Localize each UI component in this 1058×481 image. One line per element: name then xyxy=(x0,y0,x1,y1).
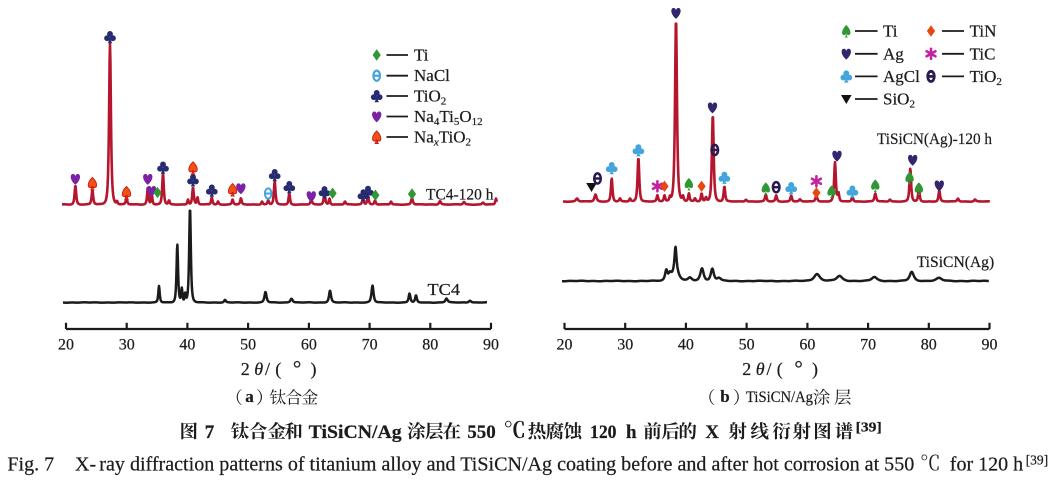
svg-text:TiC: TiC xyxy=(970,44,996,63)
svg-text:°: ° xyxy=(293,356,301,380)
svg-text:TiO2: TiO2 xyxy=(414,87,446,108)
svg-text:50: 50 xyxy=(240,337,256,354)
svg-text:TC4: TC4 xyxy=(428,280,461,299)
svg-text:90: 90 xyxy=(982,337,998,354)
svg-text:30: 30 xyxy=(119,337,135,354)
svg-text:90: 90 xyxy=(483,337,499,354)
svg-text:550: 550 xyxy=(467,422,496,443)
svg-text:Ti: Ti xyxy=(883,22,898,41)
svg-text:[39]: [39] xyxy=(856,420,882,435)
svg-text:TiSiCN(Ag)-120 h: TiSiCN(Ag)-120 h xyxy=(877,131,992,148)
svg-text:θ: θ xyxy=(756,359,765,379)
svg-text:Ti: Ti xyxy=(414,46,429,65)
svg-text:70: 70 xyxy=(362,337,378,354)
svg-text:80: 80 xyxy=(422,337,438,354)
svg-text:for 120 h: for 120 h xyxy=(950,453,1023,475)
svg-text:AgCl: AgCl xyxy=(883,67,920,86)
svg-text:(: ( xyxy=(777,359,783,380)
svg-text:80: 80 xyxy=(921,337,937,354)
svg-text:20: 20 xyxy=(58,337,74,354)
svg-text:TiO2: TiO2 xyxy=(970,67,1002,88)
svg-text:20: 20 xyxy=(557,337,573,354)
svg-text:TiSiCN(Ag): TiSiCN(Ag) xyxy=(917,254,995,271)
svg-text:TiN: TiN xyxy=(970,22,997,41)
svg-text:40: 40 xyxy=(678,337,694,354)
svg-text:30: 30 xyxy=(617,337,633,354)
svg-text:/: / xyxy=(265,359,270,379)
svg-text:Ag: Ag xyxy=(883,44,904,63)
svg-text:(: ( xyxy=(275,359,281,380)
svg-text:b: b xyxy=(720,387,729,406)
svg-text:120: 120 xyxy=(590,422,617,443)
svg-text:): ) xyxy=(812,359,818,380)
svg-text:h: h xyxy=(626,422,637,443)
svg-text:X: X xyxy=(75,453,90,475)
svg-text:SiO2: SiO2 xyxy=(883,90,915,111)
svg-text:NaxTiO2: NaxTiO2 xyxy=(414,128,471,149)
svg-text:40: 40 xyxy=(179,337,195,354)
svg-text:[39]: [39] xyxy=(1026,453,1049,468)
svg-text:7: 7 xyxy=(205,422,215,443)
svg-text:TC4-120 h: TC4-120 h xyxy=(426,187,494,204)
svg-text:TiSiCN/Ag: TiSiCN/Ag xyxy=(746,389,813,406)
svg-text:NaCl: NaCl xyxy=(414,66,450,85)
svg-text:Fig. 7: Fig. 7 xyxy=(7,453,54,475)
svg-text:θ: θ xyxy=(254,359,263,379)
svg-text:Na4Ti5O12: Na4Ti5O12 xyxy=(414,107,483,128)
svg-text:°: ° xyxy=(794,356,802,380)
svg-text:70: 70 xyxy=(860,337,876,354)
svg-text:-: - xyxy=(90,453,97,475)
svg-text:TiSiCN/Ag: TiSiCN/Ag xyxy=(309,422,403,443)
svg-text:60: 60 xyxy=(799,337,815,354)
svg-text:2: 2 xyxy=(742,359,751,379)
svg-text:): ) xyxy=(311,359,317,380)
svg-text:2: 2 xyxy=(241,359,250,379)
svg-text:a: a xyxy=(245,387,254,406)
svg-text:ray diffraction patterns of ti: ray diffraction patterns of titanium all… xyxy=(99,453,914,475)
svg-text:X: X xyxy=(705,422,719,443)
svg-text:/: / xyxy=(767,359,772,379)
svg-text:60: 60 xyxy=(301,337,317,354)
svg-text:50: 50 xyxy=(739,337,755,354)
